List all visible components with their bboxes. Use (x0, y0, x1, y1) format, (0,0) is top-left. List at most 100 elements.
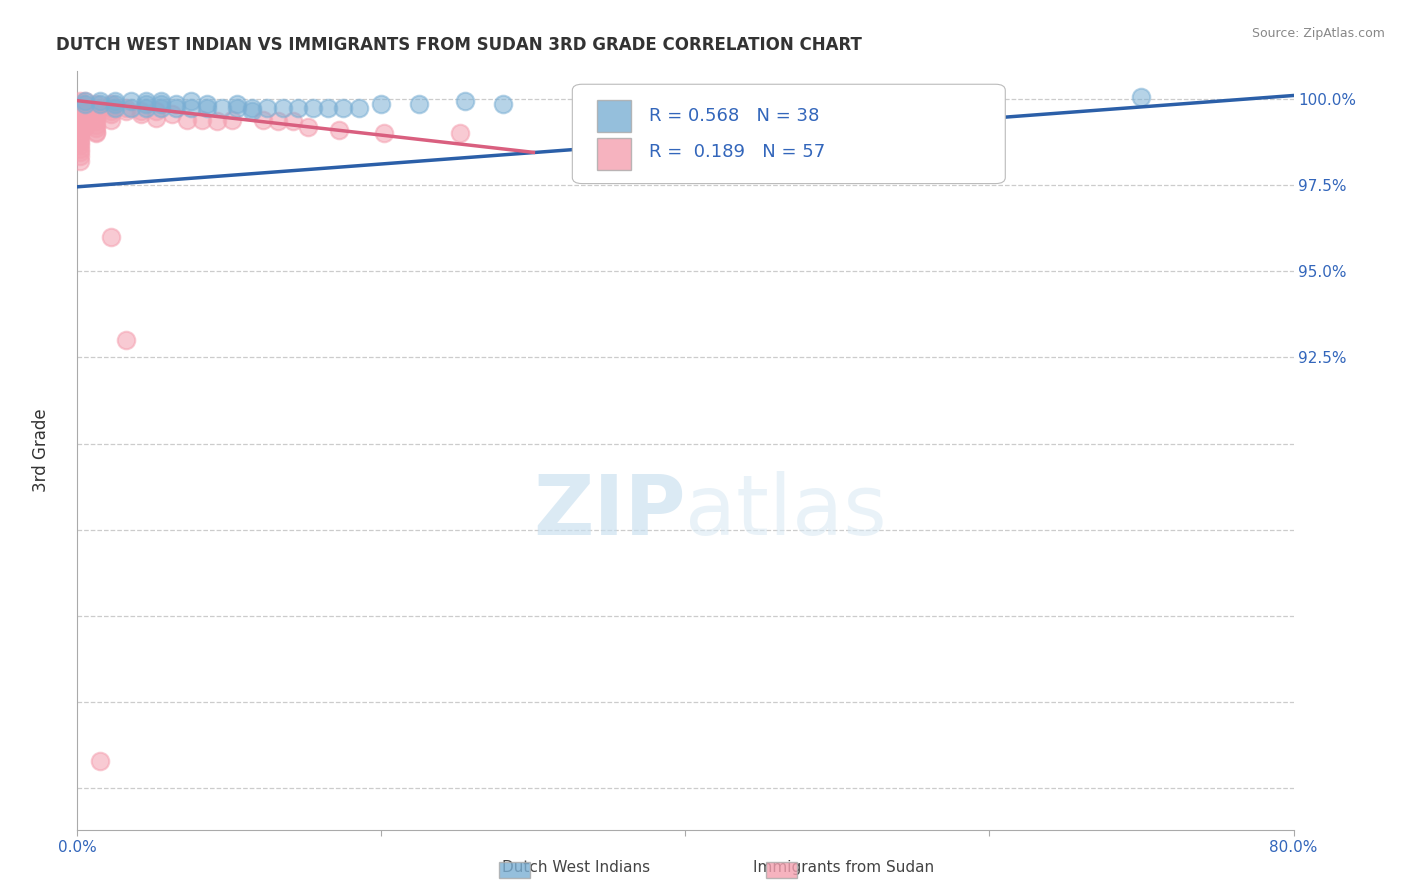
Point (69, 149, 91, 163)
Point (100, 229, 122, 244)
Point (84, 103, 107, 118)
Bar (596, 138, 631, 170)
Point (84, 101, 107, 115)
Point (89, 94, 111, 108)
Point (297, 120, 319, 134)
Point (69, 138, 91, 153)
Point (205, 114, 228, 128)
Text: Immigrants from Sudan: Immigrants from Sudan (754, 860, 934, 874)
Point (195, 97, 218, 112)
Point (328, 123, 350, 137)
Point (84, 114, 107, 128)
Point (370, 97, 392, 112)
Point (135, 94, 157, 108)
Text: 3rd Grade: 3rd Grade (32, 409, 49, 492)
Point (100, 112, 122, 127)
Point (100, 103, 122, 118)
Point (332, 101, 354, 115)
Point (145, 111, 167, 125)
Text: R = 0.568   N = 38: R = 0.568 N = 38 (650, 107, 820, 125)
Point (135, 97, 157, 112)
Point (84, 111, 107, 125)
Point (100, 101, 122, 115)
Point (180, 101, 202, 115)
Point (115, 103, 138, 118)
FancyBboxPatch shape (572, 84, 1005, 184)
Point (160, 107, 183, 121)
Point (69, 131, 91, 145)
Point (449, 127, 471, 141)
Point (89, 97, 111, 112)
Point (240, 103, 263, 118)
Point (149, 97, 172, 112)
Point (271, 101, 294, 115)
Point (84, 97, 107, 112)
Point (69, 128, 91, 142)
Text: atlas: atlas (686, 471, 887, 551)
Point (129, 107, 152, 121)
Point (69, 135, 91, 149)
Point (165, 97, 187, 112)
Point (69, 142, 91, 156)
Point (104, 94, 127, 108)
Point (145, 103, 167, 118)
Point (120, 101, 142, 115)
Point (240, 101, 263, 115)
Point (100, 97, 122, 112)
Point (104, 101, 127, 115)
Text: ZIP: ZIP (533, 471, 686, 551)
Point (69, 153, 91, 168)
Point (226, 97, 249, 112)
Point (84, 127, 107, 141)
Point (69, 101, 91, 115)
Point (149, 94, 172, 108)
Point (1130, 90, 1153, 104)
Point (73, 94, 96, 108)
Point (316, 101, 339, 115)
Text: DUTCH WEST INDIAN VS IMMIGRANTS FROM SUDAN 3RD GRADE CORRELATION CHART: DUTCH WEST INDIAN VS IMMIGRANTS FROM SUD… (56, 36, 862, 54)
Point (165, 101, 187, 115)
Point (84, 107, 107, 121)
Point (69, 94, 91, 108)
Point (84, 121, 107, 136)
Point (149, 101, 172, 115)
Point (221, 112, 243, 127)
Point (104, 97, 127, 112)
Point (129, 103, 152, 118)
Point (191, 112, 214, 127)
Point (73, 97, 96, 112)
Point (256, 101, 278, 115)
Point (69, 121, 91, 136)
Point (283, 114, 305, 128)
Point (211, 101, 233, 115)
Point (180, 94, 202, 108)
Point (69, 118, 91, 132)
Point (69, 114, 91, 128)
Point (115, 101, 138, 115)
Point (373, 127, 395, 141)
Point (69, 145, 91, 160)
Point (69, 107, 91, 121)
Point (176, 112, 198, 127)
Bar (596, 100, 631, 132)
Point (73, 94, 96, 108)
Point (408, 97, 430, 112)
Point (302, 101, 325, 115)
Point (69, 111, 91, 125)
Point (89, 754, 111, 768)
Point (69, 125, 91, 139)
Text: R =  0.189   N = 57: R = 0.189 N = 57 (650, 144, 825, 161)
Point (73, 107, 96, 121)
Point (347, 101, 370, 115)
Point (252, 112, 274, 127)
Point (287, 101, 309, 115)
Text: Dutch West Indians: Dutch West Indians (502, 860, 651, 874)
Text: Source: ZipAtlas.com: Source: ZipAtlas.com (1251, 27, 1385, 40)
Point (73, 120, 96, 134)
Point (120, 94, 142, 108)
Point (454, 94, 477, 108)
Point (267, 114, 290, 128)
Point (135, 101, 157, 115)
Point (492, 97, 515, 112)
Point (69, 103, 91, 118)
